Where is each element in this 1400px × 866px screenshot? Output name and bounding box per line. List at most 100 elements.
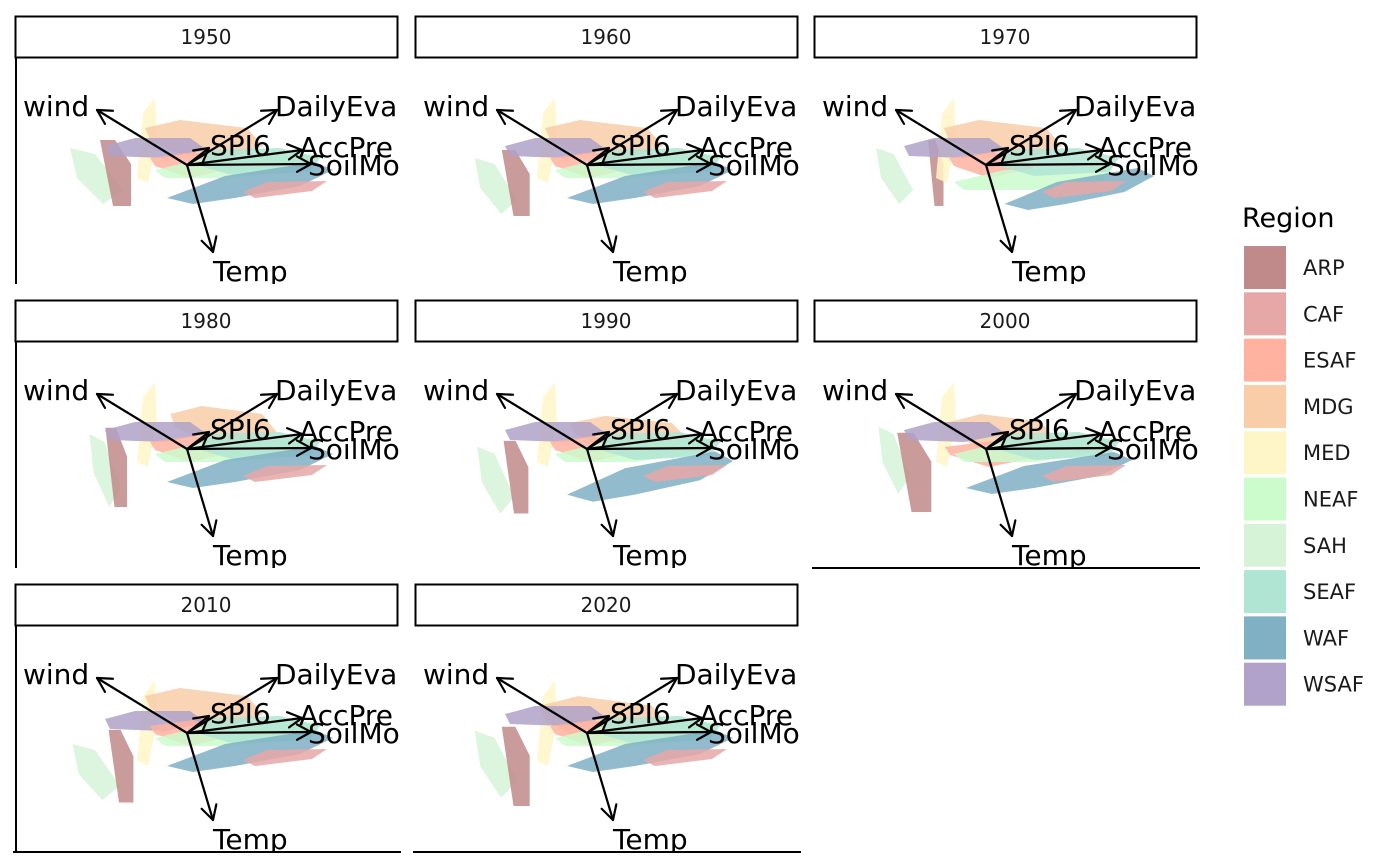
arrow-wind <box>95 392 189 451</box>
var-label-wind: wind <box>23 658 89 691</box>
var-label-accpre: AccPre <box>299 699 393 732</box>
hull-seaf <box>999 432 1119 460</box>
strip-label: 2020 <box>581 593 632 617</box>
arrow-wind <box>495 392 589 451</box>
arrow-temp <box>585 447 618 538</box>
hull-sah <box>474 730 518 798</box>
legend-label: MDG <box>1303 395 1354 419</box>
var-label-wind: wind <box>23 90 89 123</box>
legend-label: ARP <box>1303 256 1345 280</box>
legend-key <box>1244 292 1286 336</box>
arrow-accpre <box>185 143 304 167</box>
strip-label: 1960 <box>581 25 632 49</box>
arrow-dailyeva <box>984 392 1078 451</box>
var-label-wind: wind <box>423 90 489 123</box>
hull-caf <box>1042 465 1126 482</box>
var-label-temp: Temp <box>1011 539 1087 572</box>
var-label-spi6: SPI6 <box>210 129 271 162</box>
var-label-soilmo: SoilMo <box>708 717 800 750</box>
var-label-dailyeva: DailyEva <box>675 658 797 691</box>
var-label-temp: Temp <box>1011 255 1087 288</box>
arrow-dailyeva <box>185 676 279 735</box>
var-label-dailyeva: DailyEva <box>275 90 397 123</box>
strip-box <box>414 15 799 59</box>
hull-wsaf <box>505 138 607 158</box>
arrow-spi6 <box>185 714 211 735</box>
legend-label: NEAF <box>1303 488 1358 512</box>
hull-arp <box>105 427 128 507</box>
strip-label: 1970 <box>980 25 1031 49</box>
var-label-accpre: AccPre <box>699 131 793 164</box>
strip-label: 1990 <box>581 309 632 333</box>
hull-arp <box>897 432 932 512</box>
var-label-dailyeva: DailyEva <box>1074 90 1196 123</box>
arrow-accpre <box>984 143 1103 167</box>
legend-key <box>1244 246 1286 289</box>
hull-caf <box>643 181 727 198</box>
var-label-spi6: SPI6 <box>610 413 671 446</box>
arrow-wind <box>495 108 589 167</box>
arrow-soilmo <box>585 439 713 457</box>
arrow-accpre <box>585 427 704 451</box>
hull-waf <box>567 730 733 772</box>
var-label-dailyeva: DailyEva <box>275 374 397 407</box>
var-label-wind: wind <box>423 374 489 407</box>
arrow-soilmo <box>185 439 313 457</box>
arrow-dailyeva <box>185 108 279 167</box>
var-label-spi6: SPI6 <box>1009 413 1070 446</box>
arrow-spi6 <box>185 430 211 451</box>
arrow-soilmo <box>185 155 313 173</box>
hull-sah <box>474 158 518 214</box>
arrow-temp <box>984 163 1017 254</box>
arrow-temp <box>185 447 218 538</box>
var-label-spi6: SPI6 <box>1009 129 1070 162</box>
strip-label: 2000 <box>980 309 1031 333</box>
var-label-accpre: AccPre <box>299 415 393 448</box>
var-label-temp: Temp <box>212 255 288 288</box>
hull-wsaf <box>904 138 1006 158</box>
arrow-accpre <box>984 427 1103 451</box>
legend-item-waf: WAF <box>1244 616 1349 660</box>
hull-waf <box>167 162 333 204</box>
hull-seaf <box>999 148 1119 176</box>
hull-waf <box>167 730 333 772</box>
strip-box <box>414 299 799 343</box>
arrow-soilmo <box>585 155 713 173</box>
hull-arp <box>108 729 134 803</box>
hull-sah <box>72 744 121 800</box>
legend-key <box>1244 662 1286 706</box>
legend-item-mdg: MDG <box>1244 384 1354 428</box>
arrow-soilmo <box>185 723 313 741</box>
var-label-soilmo: SoilMo <box>708 149 800 182</box>
hull-arp <box>501 726 530 806</box>
arrow-accpre <box>185 711 304 735</box>
hull-arp <box>100 140 131 206</box>
legend-item-wsaf: WSAF <box>1244 662 1364 706</box>
var-label-soilmo: SoilMo <box>1107 433 1199 466</box>
hull-arp <box>503 440 529 514</box>
var-label-temp: Temp <box>212 823 288 856</box>
strip-box <box>14 15 399 59</box>
legend-item-arp: ARP <box>1244 246 1345 289</box>
arrow-spi6 <box>585 714 611 735</box>
var-label-dailyeva: DailyEva <box>675 90 797 123</box>
arrow-dailyeva <box>585 108 679 167</box>
var-label-dailyeva: DailyEva <box>1074 374 1196 407</box>
hull-wsaf <box>505 706 607 726</box>
strip-box <box>813 15 1198 59</box>
hull-waf <box>167 446 333 488</box>
legend: Region ARP CAF ESAF MDG MED NEAF SAH SEAF WAF WSAF <box>1242 203 1364 706</box>
var-label-accpre: AccPre <box>1098 131 1192 164</box>
var-label-temp: Temp <box>612 823 688 856</box>
hull-caf <box>643 465 727 482</box>
var-label-accpre: AccPre <box>699 415 793 448</box>
var-label-spi6: SPI6 <box>210 697 271 730</box>
var-label-spi6: SPI6 <box>610 697 671 730</box>
var-label-spi6: SPI6 <box>210 413 271 446</box>
